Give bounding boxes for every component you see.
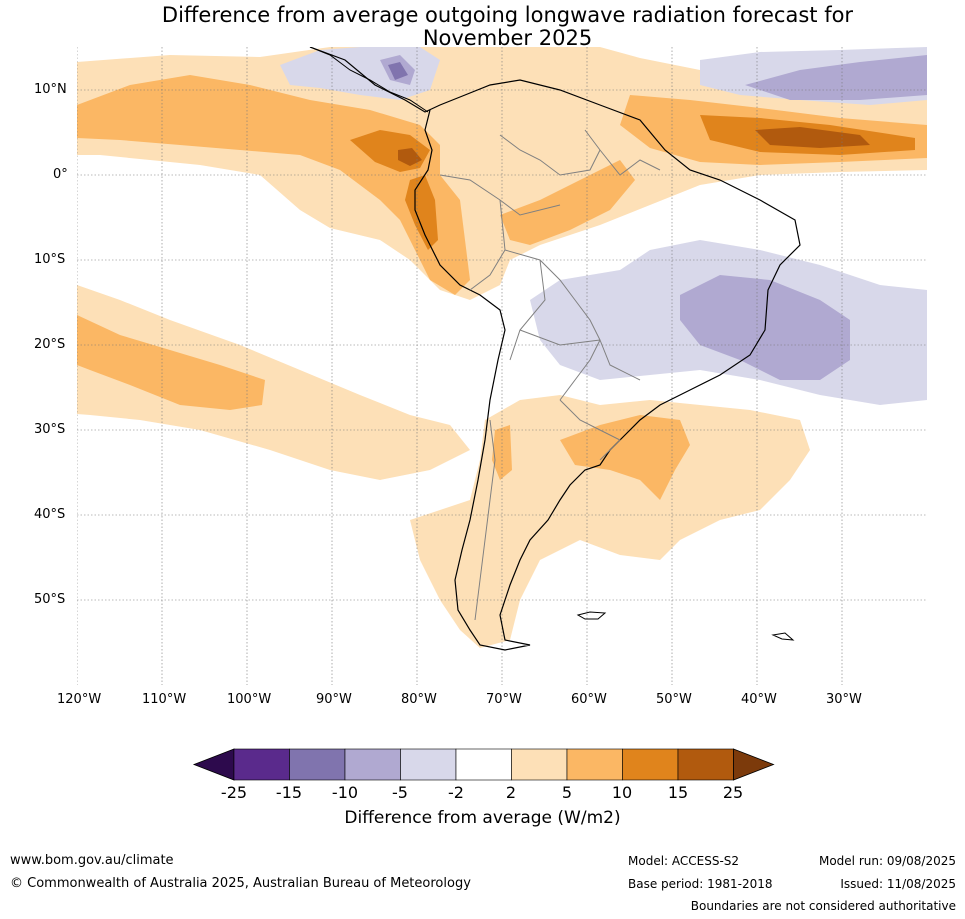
- colorbar-arrow-min: [192, 748, 235, 781]
- anomaly-field: [77, 47, 927, 685]
- south-georgia-island: [771, 632, 795, 641]
- colorbar-arrow-max: [733, 748, 775, 781]
- central-america-coastline: [309, 47, 429, 113]
- anomaly-region-pos-9: [492, 425, 512, 480]
- colorbar-swatch: [511, 748, 568, 781]
- colorbar-swatch: [344, 748, 401, 781]
- map-title: Difference from average outgoing longwav…: [0, 4, 965, 50]
- colorbar-tick-label: 5: [561, 783, 573, 802]
- colorbar-tick-label: -2: [448, 783, 464, 802]
- lon-label-90w: 90°W: [316, 692, 352, 707]
- footer-base-period: Base period: 1981-2018: [628, 877, 773, 891]
- anomaly-region-pos-2: [77, 285, 470, 480]
- footer-copyright: © Commonwealth of Australia 2025, Austra…: [10, 876, 471, 891]
- anomaly-region-pos-14: [398, 148, 422, 166]
- lat-label-10n: 10°N: [34, 82, 67, 97]
- anomaly-region-pos-4: [77, 75, 470, 295]
- falklands-islands: [576, 611, 607, 620]
- lon-label-60w: 60°W: [571, 692, 607, 707]
- colorbar-tick-label: -5: [392, 783, 408, 802]
- lat-label-40s: 40°S: [34, 507, 66, 522]
- colorbar: [192, 748, 775, 781]
- anomaly-region-pos-7: [77, 315, 265, 410]
- lon-label-100w: 100°W: [227, 692, 272, 707]
- colorbar-swatch: [455, 748, 512, 781]
- colorbar-swatch: [622, 748, 679, 781]
- footer-model: Model: ACCESS-S2: [628, 854, 740, 868]
- colorbar-tick-label: -15: [275, 783, 303, 802]
- colorbar-tick-label: 15: [667, 783, 689, 802]
- lon-label-120w: 120°W: [57, 692, 102, 707]
- colorbar-swatch: [400, 748, 457, 781]
- colorbar-swatch: [566, 748, 623, 781]
- anomaly-region-pos-6: [500, 160, 635, 245]
- anomaly-region-pos-13: [755, 127, 870, 148]
- colorbar-swatch: [289, 748, 346, 781]
- anomaly-region-neg-3: [388, 62, 408, 80]
- lat-label-50s: 50°S: [34, 592, 66, 607]
- lon-label-30w: 30°W: [826, 692, 862, 707]
- anomaly-region-pos-8: [560, 415, 690, 500]
- anomaly-region-pos-11: [405, 175, 438, 250]
- footer-model-run: Model run: 09/08/2025: [818, 854, 956, 868]
- south-america-coastline: [309, 47, 801, 651]
- country-borders: [439, 129, 661, 621]
- lon-label-40w: 40°W: [741, 692, 777, 707]
- lon-label-50w: 50°W: [656, 692, 692, 707]
- title-line-1: Difference from average outgoing longwav…: [161, 3, 854, 27]
- lon-label-70w: 70°W: [486, 692, 522, 707]
- footer-website: www.bom.gov.au/climate: [10, 853, 174, 868]
- title-line-2: November 2025: [422, 26, 593, 50]
- colorbar-tick-label: 25: [722, 783, 744, 802]
- lat-label-20s: 20°S: [34, 337, 66, 352]
- colorbar-label: Difference from average (W/m2): [344, 808, 621, 828]
- lon-label-80w: 80°W: [401, 692, 437, 707]
- colorbar-tick-label: -10: [331, 783, 359, 802]
- lon-label-110w: 110°W: [142, 692, 187, 707]
- anomaly-region-neg-5: [745, 55, 927, 100]
- colorbar-swatch: [677, 748, 734, 781]
- lat-label-10s: 10°S: [34, 252, 66, 267]
- colorbar-tick-label: -25: [220, 783, 248, 802]
- lat-label-0: 0°: [53, 167, 68, 182]
- colorbar-swatch: [233, 748, 290, 781]
- footer-issued: Issued: 11/08/2025: [840, 877, 956, 891]
- footer-disclaimer: Boundaries are not considered authoritat…: [690, 899, 956, 913]
- colorbar-tick-label: 10: [611, 783, 633, 802]
- lat-label-30s: 30°S: [34, 422, 66, 437]
- colorbar-tick-label: 2: [505, 783, 517, 802]
